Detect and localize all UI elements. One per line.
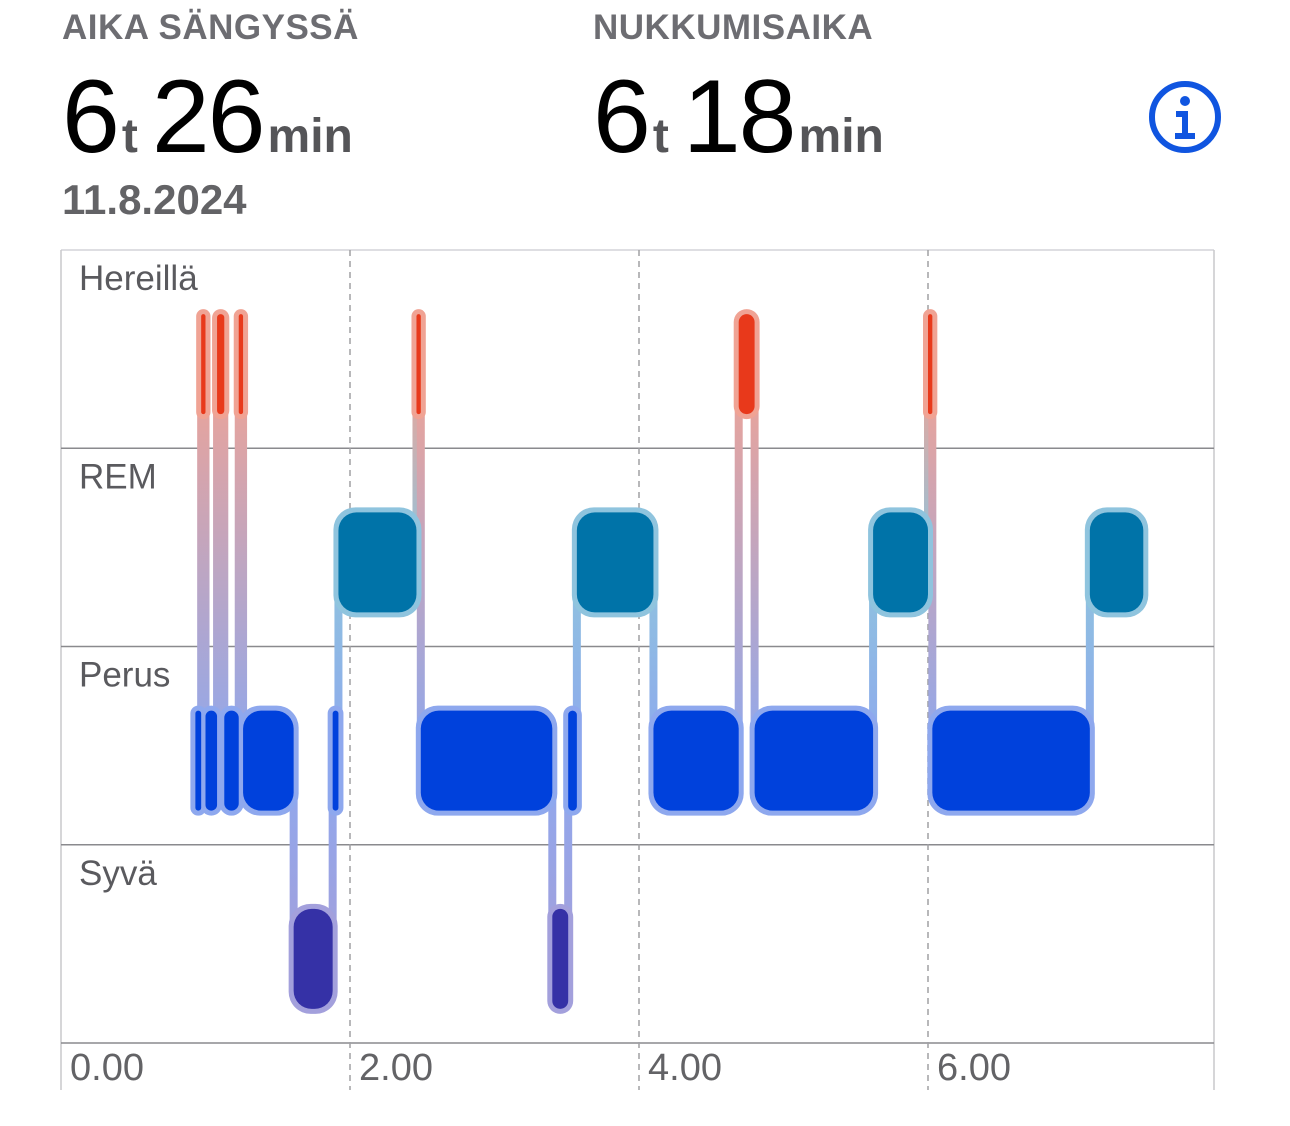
stage-segment-hereillä [416, 314, 421, 415]
stage-transition-connector [869, 562, 878, 761]
time-asleep-label: NUKKUMISAIKA [593, 8, 874, 47]
stage-label: Syvä [79, 854, 157, 893]
stage-segment-rem [576, 512, 654, 613]
time-asleep-minutes-unit: min [798, 110, 884, 163]
stage-transition-connector [564, 760, 573, 959]
stage-segment-rem [338, 512, 417, 613]
stage-transition-connector [197, 364, 206, 761]
stage-segment-hereillä [201, 314, 206, 415]
stage-transition-connector [750, 364, 759, 761]
stage-segment-hereillä [738, 314, 755, 415]
stage-segment-hereillä [928, 314, 933, 415]
stage-transition-connector [924, 364, 932, 563]
stage-transition-connector [548, 760, 557, 959]
stage-segment-syvä [293, 908, 333, 1009]
stage-segment-perus [205, 710, 218, 811]
stage-transition-connector [213, 364, 222, 761]
stage-segment-perus [653, 710, 739, 811]
stage-transition-connector [334, 562, 343, 761]
stage-segment-perus [243, 710, 294, 811]
stage-segment-hereillä [238, 314, 244, 415]
stage-segment-hereillä [217, 314, 225, 415]
time-in-bed-hours: 6 [62, 59, 120, 175]
stage-segment-perus [195, 710, 202, 811]
stage-segment-perus [224, 710, 239, 811]
stage-transition-connector [201, 364, 210, 761]
stage-segment-perus [420, 710, 553, 811]
stage-segment-rem [1089, 512, 1144, 613]
time-asleep-value: 6t 18min [593, 58, 898, 177]
time-asleep-hours: 6 [593, 59, 651, 175]
stage-transition-connector [649, 562, 658, 761]
time-asleep-hours-unit: t [652, 110, 669, 163]
stage-segment-perus [568, 710, 577, 811]
stage-label: REM [79, 457, 157, 496]
stage-transition-connector [734, 364, 743, 761]
stage-label: Perus [79, 656, 170, 695]
time-in-bed-minutes: 26 [151, 59, 266, 175]
sleep-date: 11.8.2024 [62, 176, 247, 223]
stage-segment-rem [873, 512, 928, 613]
stage-segment-syvä [552, 908, 569, 1009]
stage-transition-connector [220, 364, 229, 761]
stage-segment-perus [932, 710, 1090, 811]
stage-transition-connector [412, 364, 421, 563]
time-asleep-minutes: 18 [682, 59, 797, 175]
stage-segment-perus [332, 710, 339, 811]
x-tick-label: 0.00 [70, 1047, 144, 1089]
x-tick-label: 4.00 [648, 1047, 722, 1089]
stage-transition-connector [239, 364, 248, 761]
stage-transition-connector [1085, 562, 1094, 761]
stage-transition-connector [328, 760, 337, 959]
time-in-bed-value: 6t 26min [62, 58, 367, 177]
x-tick-label: 2.00 [359, 1047, 433, 1089]
x-axis-tick-labels: 0.00 2.00 4.00 6.00 [70, 1047, 1011, 1089]
stage-segments [195, 314, 1144, 1009]
time-in-bed-minutes-unit: min [267, 110, 353, 163]
time-in-bed-hours-unit: t [121, 110, 138, 163]
stage-transition-connector [234, 364, 243, 761]
chart-grid [60, 249, 1215, 1090]
stage-transition-connector [572, 562, 581, 761]
info-circle-icon [1149, 81, 1221, 153]
info-button[interactable] [1148, 80, 1222, 154]
stage-transition-connector [289, 760, 298, 959]
stage-connectors [197, 364, 1094, 959]
x-tick-label: 6.00 [937, 1047, 1011, 1089]
stage-label: Hereillä [79, 259, 198, 298]
stage-labels: Hereillä REM Perus Syvä [79, 259, 198, 893]
stage-segment-perus [754, 710, 874, 811]
time-in-bed-label: AIKA SÄNGYSSÄ [62, 8, 359, 47]
